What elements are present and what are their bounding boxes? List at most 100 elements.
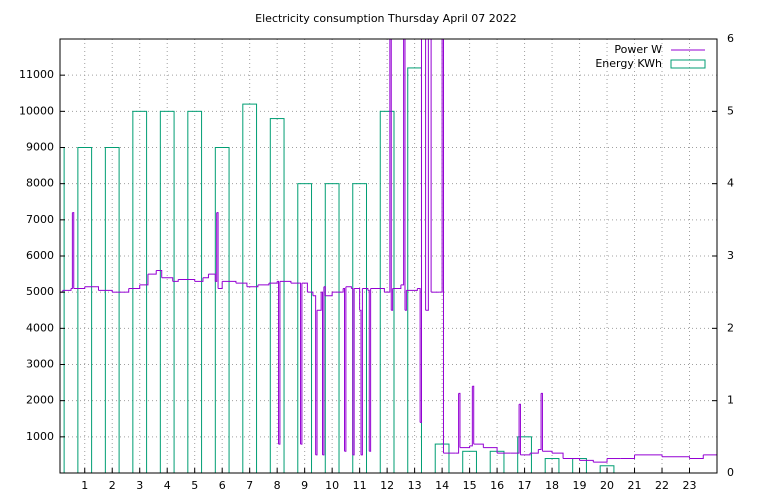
power-step	[442, 39, 444, 454]
power-step	[430, 39, 432, 293]
power-step	[279, 280, 292, 284]
y-tick-label: 8000	[26, 177, 54, 190]
power-step	[216, 212, 219, 289]
x-tick-label: 14	[435, 479, 449, 492]
power-step	[268, 281, 278, 284]
energy-box	[297, 183, 313, 473]
power-step	[277, 280, 280, 445]
power-step	[483, 447, 498, 454]
x-tick-label: 12	[380, 479, 394, 492]
power-step	[139, 274, 149, 286]
legend-label: Energy KWh	[595, 57, 662, 70]
power-step	[689, 454, 704, 460]
power-step	[425, 39, 429, 311]
power-step	[323, 286, 326, 296]
power-step	[215, 212, 218, 282]
y-tick-label: 1000	[26, 430, 54, 443]
y-tick-label: 7000	[26, 213, 54, 226]
x-tick-label: 10	[325, 479, 339, 492]
power-step	[459, 445, 471, 449]
x-tick-label: 7	[246, 479, 253, 492]
power-step	[300, 283, 303, 445]
power-step	[519, 403, 521, 455]
power-step	[299, 282, 302, 445]
power-step	[125, 288, 130, 293]
x-tick-label: 15	[463, 479, 477, 492]
x-tick-label: 11	[353, 479, 367, 492]
power-step	[530, 449, 539, 454]
power-step	[128, 284, 141, 290]
power-step	[352, 288, 355, 456]
plot-area	[60, 39, 717, 473]
energy-box	[187, 110, 203, 473]
power-step	[552, 452, 564, 459]
y2-tick-label: 6	[727, 32, 734, 45]
x-tick-label: 2	[109, 479, 116, 492]
power-step	[404, 39, 406, 311]
energy-box	[407, 67, 422, 473]
x-tick-label: 8	[274, 479, 281, 492]
power-step	[156, 269, 163, 278]
power-step	[278, 281, 281, 445]
power-step	[425, 39, 427, 311]
power-step	[370, 288, 385, 293]
power-step	[332, 288, 344, 293]
x-tick-label: 19	[573, 479, 587, 492]
y2-tick-label: 3	[727, 249, 734, 262]
x-tick-label: 1	[81, 479, 88, 492]
power-step	[62, 288, 72, 291]
power-step	[541, 392, 543, 452]
power-step	[315, 310, 318, 456]
power-step	[222, 280, 237, 284]
power-step	[322, 286, 325, 456]
y-tick-label: 4000	[26, 321, 54, 334]
power-step	[417, 288, 421, 423]
power-step	[73, 286, 86, 290]
power-step	[404, 290, 407, 311]
x-tick-label: 21	[628, 479, 642, 492]
power-step	[662, 456, 691, 459]
x-tick-label: 23	[683, 479, 697, 492]
x-tick-label: 4	[164, 479, 171, 492]
x-tick-label: 20	[600, 479, 614, 492]
power-step	[147, 270, 157, 275]
power-step	[98, 289, 113, 293]
power-step	[84, 286, 99, 291]
power-step	[362, 288, 369, 291]
x-tick-label: 22	[655, 479, 669, 492]
y2-tick-label: 4	[727, 177, 734, 190]
power-step	[455, 393, 460, 454]
y-tick-label: 3000	[26, 358, 54, 371]
y-tick-label: 5000	[26, 285, 54, 298]
power-step	[703, 453, 717, 456]
y2-tick-label: 0	[727, 466, 734, 479]
power-step	[390, 39, 392, 311]
power-step	[563, 458, 581, 461]
power-step	[178, 279, 196, 282]
x-tick-label: 17	[518, 479, 532, 492]
power-step	[359, 309, 362, 455]
power-step	[391, 288, 394, 311]
y-tick-label: 2000	[26, 394, 54, 407]
power-step	[161, 277, 174, 282]
power-step	[538, 393, 542, 450]
x-tick-label: 16	[490, 479, 504, 492]
power-step	[312, 295, 317, 455]
legend-swatch	[670, 59, 706, 69]
power-step	[384, 39, 391, 293]
power-step	[246, 284, 259, 288]
energy-box	[324, 183, 340, 473]
power-step	[542, 450, 553, 454]
power-step	[307, 291, 314, 296]
legend-label: Power W	[614, 43, 662, 56]
x-tick-label: 3	[136, 479, 143, 492]
y2-tick-label: 5	[727, 104, 734, 117]
power-step	[351, 288, 354, 455]
x-tick-label: 6	[219, 479, 226, 492]
x-tick-label: 13	[408, 479, 422, 492]
power-step	[361, 288, 363, 456]
power-step	[400, 39, 405, 286]
power-step	[473, 443, 484, 448]
power-step	[634, 454, 663, 457]
